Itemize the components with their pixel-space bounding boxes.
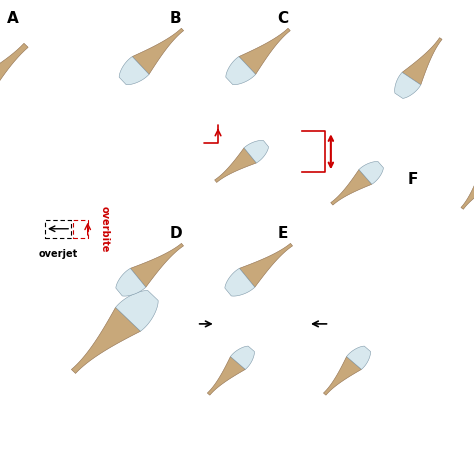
Polygon shape <box>244 140 269 163</box>
Polygon shape <box>0 43 28 127</box>
Polygon shape <box>72 308 140 373</box>
Text: A: A <box>7 11 19 26</box>
Polygon shape <box>225 268 255 296</box>
Text: overjet: overjet <box>38 249 78 259</box>
Polygon shape <box>331 169 372 205</box>
Polygon shape <box>402 38 442 85</box>
Polygon shape <box>323 357 362 395</box>
Polygon shape <box>395 72 421 98</box>
Text: F: F <box>408 172 418 187</box>
Polygon shape <box>116 268 146 296</box>
Polygon shape <box>359 162 383 184</box>
Polygon shape <box>346 346 371 369</box>
Text: overbite: overbite <box>99 206 109 252</box>
Polygon shape <box>461 173 474 209</box>
Polygon shape <box>239 243 292 287</box>
Polygon shape <box>215 148 256 183</box>
Text: D: D <box>170 226 182 241</box>
Text: E: E <box>277 226 288 241</box>
Polygon shape <box>239 28 290 74</box>
Polygon shape <box>132 28 183 74</box>
Text: C: C <box>277 11 288 26</box>
Polygon shape <box>130 243 183 287</box>
Polygon shape <box>119 57 149 85</box>
Polygon shape <box>230 346 255 369</box>
Polygon shape <box>226 57 255 85</box>
Text: B: B <box>170 11 182 26</box>
Polygon shape <box>116 290 158 331</box>
Polygon shape <box>207 357 246 395</box>
